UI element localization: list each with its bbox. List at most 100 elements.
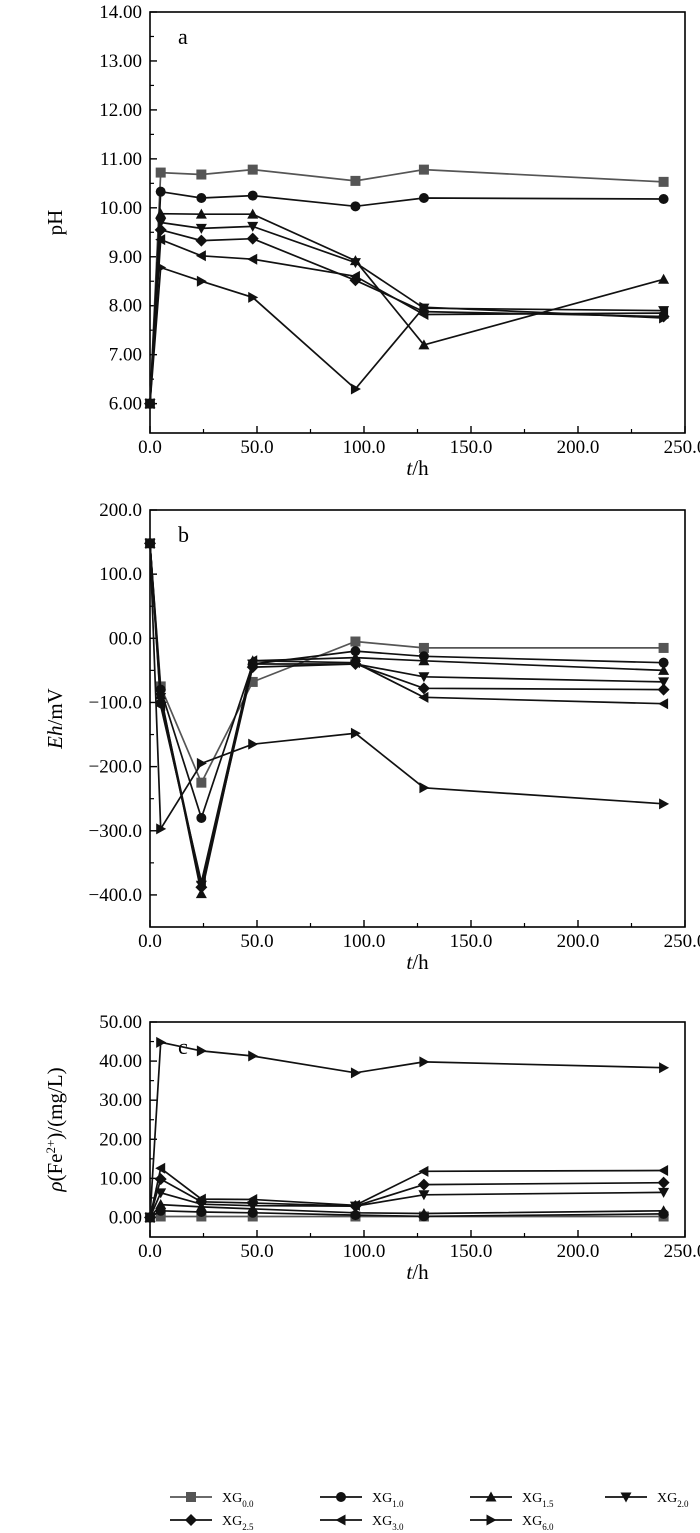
y-tick-label: 13.00	[99, 51, 142, 72]
data-point	[247, 221, 259, 232]
y-axis-label: Eh/mV	[43, 688, 67, 750]
data-point	[155, 218, 167, 228]
x-axis-label-unit: /h	[412, 950, 429, 974]
legend-label: XG0.0	[222, 1491, 254, 1509]
y-axis-label-part: ρ	[43, 1182, 67, 1193]
series-XG2-0	[144, 1187, 670, 1223]
data-point	[155, 167, 166, 178]
legend-item-XG0-0: XG0.0	[170, 1491, 254, 1509]
y-tick-label: −400.0	[89, 885, 142, 906]
data-point	[418, 309, 429, 321]
x-axis-label-unit: /h	[412, 1260, 429, 1284]
series-line	[149, 543, 664, 888]
series-line	[149, 1041, 664, 1218]
series-line	[149, 168, 664, 404]
y-axis-label-part: (Fe	[43, 1154, 67, 1182]
plot-frame	[149, 509, 686, 928]
data-point	[418, 655, 430, 666]
data-point	[155, 208, 167, 219]
legend-label: XG2.0	[657, 1491, 689, 1509]
y-axis-label-part: Eh	[43, 726, 67, 750]
y-tick-label: 11.00	[100, 149, 142, 170]
x-axis-label: t/h	[406, 950, 429, 974]
legend-label-base: XG	[522, 1491, 542, 1506]
data-point	[419, 301, 430, 313]
data-point	[350, 383, 361, 395]
x-tick-label: 50.0	[240, 437, 273, 458]
series-line	[149, 543, 664, 886]
legend-label: XG1.5	[522, 1491, 554, 1509]
series-XG2-5	[144, 223, 670, 410]
data-point	[247, 655, 258, 667]
data-point	[658, 307, 669, 319]
data-point	[418, 1208, 430, 1219]
x-tick-label: 150.0	[450, 1241, 493, 1262]
series-line	[149, 543, 664, 785]
legend-item-XG1-0: XG1.0	[320, 1491, 404, 1509]
data-point	[658, 664, 670, 675]
y-axis-label-part: /mV	[43, 688, 67, 725]
data-point	[196, 193, 207, 204]
data-point	[419, 782, 430, 794]
legend-label-subscript: 6.0	[542, 1522, 554, 1532]
y-tick-label: 10.00	[99, 198, 142, 219]
x-tick-label: 250.0	[664, 437, 700, 458]
legend-label-subscript: 1.0	[392, 1499, 404, 1509]
data-point	[196, 812, 207, 823]
series-line	[149, 238, 664, 404]
data-point	[350, 636, 361, 647]
legend-label: XG2.5	[222, 1514, 254, 1532]
y-tick-label: 14.00	[99, 2, 142, 23]
data-point	[657, 1176, 670, 1189]
data-point	[657, 683, 670, 696]
legend-label-subscript: 3.0	[392, 1522, 404, 1532]
series-line	[149, 266, 664, 404]
x-tick-label: 250.0	[664, 931, 700, 952]
legend-label-base: XG	[222, 1491, 242, 1506]
legend-marker	[336, 1492, 346, 1502]
x-tick-label: 250.0	[664, 1241, 700, 1262]
data-point	[196, 275, 207, 287]
y-tick-label: 100.0	[99, 564, 142, 585]
data-point	[247, 253, 258, 265]
data-point	[349, 258, 361, 269]
data-point	[248, 1050, 259, 1062]
data-point	[195, 208, 207, 219]
y-axis-label: pH	[43, 210, 67, 236]
y-axis-label-part: pH	[43, 210, 67, 236]
data-point	[247, 164, 258, 175]
panel-a-ph-chart: 0.0 50.0 100.0 150.0 200.0 250.0 6.00 7.00 8.00 9…	[43, 2, 700, 480]
y-tick-label: 12.00	[99, 100, 142, 121]
data-point	[247, 190, 258, 201]
y-tick-label: 0.00	[109, 1207, 142, 1228]
data-point	[155, 1211, 166, 1222]
legend-label-base: XG	[372, 1491, 392, 1506]
series-XG3-0	[144, 234, 669, 410]
x-axis-label-unit: /h	[412, 456, 429, 480]
series-line	[149, 212, 664, 404]
series-XG6-0	[145, 262, 670, 410]
data-point	[156, 823, 167, 835]
legend-label-subscript: 2.5	[242, 1522, 254, 1532]
x-tick-label: 100.0	[343, 1241, 386, 1262]
data-point	[156, 1036, 167, 1048]
data-point	[350, 727, 361, 739]
panel-label: a	[178, 24, 188, 49]
data-point	[145, 1211, 156, 1223]
data-point	[349, 1207, 361, 1218]
data-point	[145, 398, 156, 410]
y-tick-label: 7.00	[109, 345, 142, 366]
data-point	[658, 642, 669, 653]
legend-item-XG2-5: XG2.5	[170, 1514, 254, 1532]
data-point	[418, 193, 429, 204]
x-tick-label: 200.0	[557, 437, 600, 458]
x-tick-label: 150.0	[450, 437, 493, 458]
data-point	[349, 270, 360, 282]
y-tick-label: 30.00	[99, 1090, 142, 1111]
data-point	[658, 677, 670, 688]
x-tick-label: 50.0	[240, 931, 273, 952]
plot-frame	[149, 11, 686, 434]
data-point	[195, 234, 208, 247]
x-tick-label: 50.0	[240, 1241, 273, 1262]
